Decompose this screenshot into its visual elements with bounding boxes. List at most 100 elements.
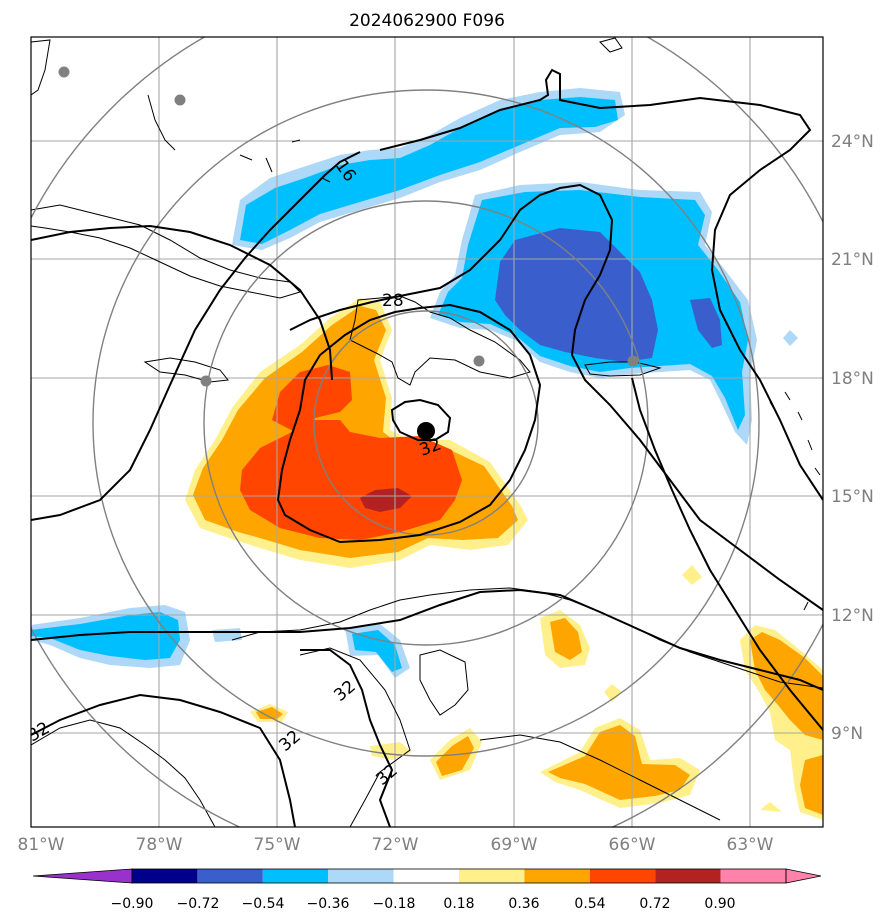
positive-patch-s7 — [604, 684, 622, 702]
colorbar-label-8: 0.54 — [574, 896, 605, 912]
contour-south-1 — [31, 588, 823, 691]
colorbar-extend-low — [32, 868, 133, 884]
contour-south-3 — [300, 649, 394, 827]
colorbar-frame — [131, 868, 787, 884]
colorbar-label-9: 0.72 — [639, 896, 670, 912]
lat-label-9n: 9°N — [831, 724, 863, 744]
colorbar-label-5: −0.18 — [373, 896, 416, 912]
negative-patch-small-3 — [783, 330, 798, 346]
contour-16-east — [379, 68, 823, 501]
lon-label-66w: 66°W — [609, 835, 656, 855]
city-markers — [58, 66, 639, 387]
coast-jamaica — [143, 357, 229, 383]
city-marker-3 — [200, 375, 212, 387]
contour-label-28: 28 — [382, 291, 404, 311]
contour-28 — [289, 183, 823, 611]
lat-label-21n: 21°N — [831, 250, 874, 270]
positive-patch-s3-core — [436, 736, 474, 776]
colorbar-cell — [459, 869, 525, 883]
colorbar-label-4: −0.36 — [307, 896, 350, 912]
colorbar-label-7: 0.36 — [508, 896, 539, 912]
lon-label-81w: 81°W — [18, 835, 65, 855]
lon-label-72w: 72°W — [372, 835, 419, 855]
positive-patch-se-core-2 — [800, 755, 823, 815]
colorbar-labels: −0.90 −0.72 −0.54 −0.36 −0.18 0.18 0.36 … — [111, 896, 736, 912]
colorbar-extend-high — [785, 868, 822, 884]
positive-blob-central-strong — [240, 420, 462, 540]
colorbar-label-3: −0.54 — [242, 896, 285, 912]
colorbar-cell — [132, 869, 198, 883]
positive-blob-central-strong-2 — [272, 365, 352, 432]
range-ring-1 — [313, 310, 539, 536]
lat-label-15n: 15°N — [831, 487, 874, 507]
coast-cuba — [31, 204, 301, 299]
graticule — [31, 37, 823, 827]
contour-south-4 — [631, 377, 823, 731]
coast-bahamas-1 — [147, 94, 176, 151]
positive-patch-s1-core — [550, 618, 582, 660]
negative-strip-south-core — [31, 612, 180, 660]
city-marker-1 — [58, 66, 70, 78]
negative-patch-small-1 — [212, 628, 242, 642]
colorbar-cell — [328, 869, 394, 883]
colorbar: −0.90 −0.72 −0.54 −0.36 −0.18 0.18 0.36 … — [32, 868, 822, 912]
coast-venezuela-interior — [479, 734, 721, 821]
coast-bahamas-2 — [239, 139, 331, 183]
positive-patch-s2-core — [548, 725, 690, 800]
coast-puerto-rico — [584, 361, 662, 377]
colorbar-label-1: −0.90 — [111, 896, 154, 912]
range-ring-3 — [92, 89, 760, 757]
coastlines — [31, 37, 823, 827]
lon-label-78w: 78°W — [136, 835, 183, 855]
colorbar-cell — [262, 869, 329, 883]
lat-label-18n: 18°N — [831, 369, 874, 389]
city-marker-5 — [627, 355, 639, 367]
longitude-labels: 81°W 78°W 75°W 72°W 69°W 66°W 63°W — [18, 835, 774, 855]
colorbar-label-6: 0.18 — [443, 896, 474, 912]
contour-32-outer — [276, 303, 542, 544]
positive-patch-s6 — [682, 565, 702, 585]
anomaly-shading — [31, 88, 823, 820]
colorbar-cell — [393, 869, 459, 883]
positive-patch-s8 — [760, 802, 782, 812]
latitude-labels: 24°N 21°N 18°N 15°N 12°N 9°N — [831, 132, 874, 744]
colorbar-label-2: −0.72 — [177, 896, 220, 912]
height-contours — [31, 68, 823, 827]
coast-central-america — [31, 719, 216, 827]
colorbar-cell — [524, 869, 590, 883]
coast-hispaniola — [349, 295, 531, 386]
negative-band-north-core — [240, 97, 618, 244]
positive-blob-central-peak — [360, 488, 412, 512]
coast-maracaibo — [419, 649, 469, 716]
lat-label-24n: 24°N — [831, 132, 874, 152]
colorbar-cell — [589, 869, 656, 883]
colorbar-cell — [655, 869, 721, 883]
contour-32-inner — [390, 398, 452, 441]
coast-florida — [31, 39, 51, 96]
city-marker-4 — [473, 355, 485, 367]
map-frame — [30, 36, 824, 828]
city-marker-2 — [174, 94, 186, 106]
figure-title: 2024062900 F096 — [349, 11, 505, 31]
range-ring-2 — [203, 200, 649, 646]
lon-label-69w: 69°W — [491, 835, 538, 855]
negative-blob-east-strong — [495, 228, 658, 362]
colorbar-cells — [32, 868, 822, 884]
colorbar-cell — [197, 869, 263, 883]
range-rings — [31, 37, 823, 827]
contour-south-2 — [31, 693, 296, 827]
lon-label-75w: 75°W — [254, 835, 301, 855]
colorbar-cell — [720, 869, 786, 883]
contour-20 — [31, 224, 333, 381]
negative-blob-east-strong-2 — [690, 298, 722, 348]
contour-16 — [31, 151, 361, 521]
lat-label-12n: 12°N — [831, 606, 874, 626]
map-area: 16 28 32 32 32 32 32 — [31, 37, 823, 827]
colorbar-label-10: 0.90 — [704, 896, 735, 912]
storm-center-marker — [417, 422, 435, 440]
coast-colombia-interior — [299, 647, 411, 827]
coast-bahamas-3 — [599, 37, 623, 53]
negative-patch-small-2-core — [352, 630, 402, 672]
lon-label-63w: 63°W — [727, 835, 774, 855]
